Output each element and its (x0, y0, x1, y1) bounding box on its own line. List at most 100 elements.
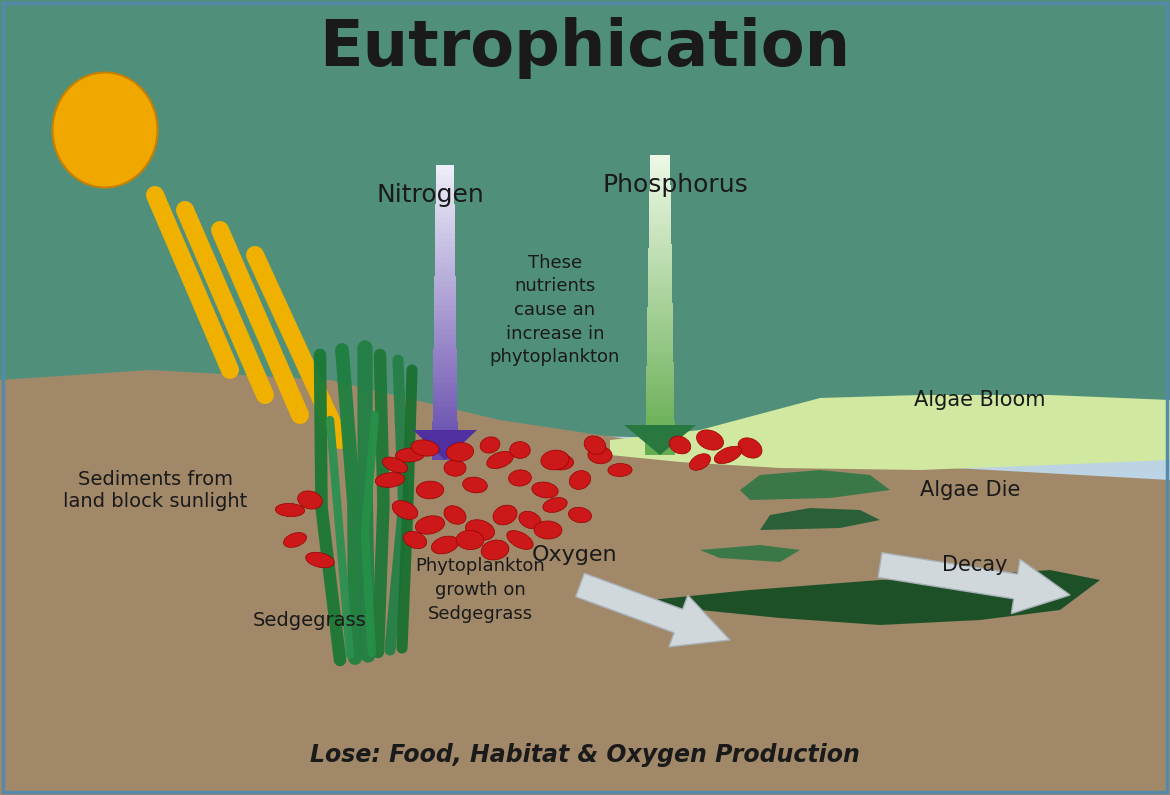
Ellipse shape (447, 443, 474, 461)
Bar (648, 278, 672, 285)
Bar (647, 357, 674, 365)
Bar (434, 315, 456, 322)
Bar (435, 189, 454, 195)
Ellipse shape (411, 440, 439, 456)
Bar (432, 440, 457, 450)
Ellipse shape (487, 452, 514, 468)
Bar (647, 308, 673, 315)
Ellipse shape (518, 511, 541, 529)
Bar (435, 233, 455, 238)
Bar (646, 421, 674, 430)
FancyArrow shape (878, 553, 1071, 614)
Bar (648, 268, 672, 275)
Text: Phytoplankton
growth on
Sedgegrass: Phytoplankton growth on Sedgegrass (415, 557, 545, 622)
Bar (646, 381, 674, 390)
Bar (433, 368, 456, 376)
Bar (435, 228, 455, 234)
Ellipse shape (738, 438, 762, 458)
Bar (435, 208, 455, 214)
Bar (433, 382, 457, 391)
Bar (648, 238, 672, 245)
Bar (433, 392, 457, 401)
Ellipse shape (696, 430, 723, 450)
Ellipse shape (392, 501, 418, 519)
Ellipse shape (305, 553, 335, 568)
Bar (648, 254, 672, 260)
Bar (649, 214, 672, 220)
Bar (434, 276, 455, 283)
Bar (651, 155, 670, 160)
Bar (433, 417, 457, 425)
Bar (648, 243, 672, 250)
Ellipse shape (541, 450, 569, 470)
Ellipse shape (510, 441, 530, 459)
Bar (646, 405, 674, 415)
Text: Decay: Decay (942, 555, 1007, 575)
Bar (649, 219, 672, 225)
Bar (433, 387, 457, 396)
Ellipse shape (481, 540, 509, 560)
Bar (648, 288, 673, 295)
Bar (435, 194, 454, 200)
Bar (646, 371, 674, 380)
Ellipse shape (689, 454, 710, 471)
Text: These
nutrients
cause an
increase in
phytoplankton: These nutrients cause an increase in phy… (490, 254, 620, 366)
Ellipse shape (608, 463, 632, 476)
FancyArrow shape (576, 573, 730, 647)
Ellipse shape (543, 498, 567, 513)
Bar (647, 342, 673, 350)
Ellipse shape (283, 533, 307, 548)
Ellipse shape (443, 460, 466, 476)
Bar (434, 329, 456, 337)
Bar (435, 184, 454, 189)
Text: Phosphorus: Phosphorus (603, 173, 748, 197)
Bar (647, 332, 673, 340)
Text: Nitrogen: Nitrogen (376, 183, 484, 207)
Text: Algae Bloom: Algae Bloom (914, 390, 1046, 410)
Bar (649, 165, 670, 170)
Bar (434, 271, 455, 278)
Bar (436, 165, 454, 170)
Bar (433, 349, 456, 357)
Bar (433, 421, 457, 431)
Bar (645, 445, 675, 455)
Bar (649, 194, 670, 200)
Ellipse shape (395, 448, 425, 462)
Bar (646, 425, 675, 435)
Bar (648, 273, 672, 280)
Bar (434, 320, 456, 328)
Bar (648, 248, 672, 255)
Polygon shape (0, 0, 1170, 470)
Text: Sediments from
land block sunlight: Sediments from land block sunlight (63, 470, 247, 510)
Bar (435, 247, 455, 254)
Bar (434, 296, 456, 303)
Ellipse shape (493, 505, 517, 525)
Bar (649, 180, 670, 185)
Bar (436, 170, 454, 175)
Ellipse shape (570, 471, 591, 490)
Bar (433, 363, 456, 371)
Bar (648, 293, 673, 300)
Polygon shape (610, 395, 1170, 470)
Bar (435, 180, 454, 184)
Bar (434, 281, 455, 288)
Bar (646, 416, 674, 425)
Bar (647, 317, 673, 325)
Bar (435, 257, 455, 263)
Ellipse shape (569, 507, 592, 522)
Bar (433, 354, 456, 362)
Ellipse shape (415, 516, 445, 534)
Ellipse shape (417, 481, 443, 498)
Bar (433, 378, 457, 386)
Ellipse shape (275, 503, 304, 517)
Bar (648, 263, 672, 270)
Ellipse shape (443, 506, 466, 524)
Bar (435, 252, 455, 258)
Bar (433, 397, 457, 406)
Ellipse shape (297, 491, 322, 509)
Ellipse shape (404, 531, 427, 549)
Bar (435, 199, 454, 204)
Ellipse shape (587, 446, 612, 463)
Bar (434, 310, 456, 317)
Bar (436, 175, 454, 180)
